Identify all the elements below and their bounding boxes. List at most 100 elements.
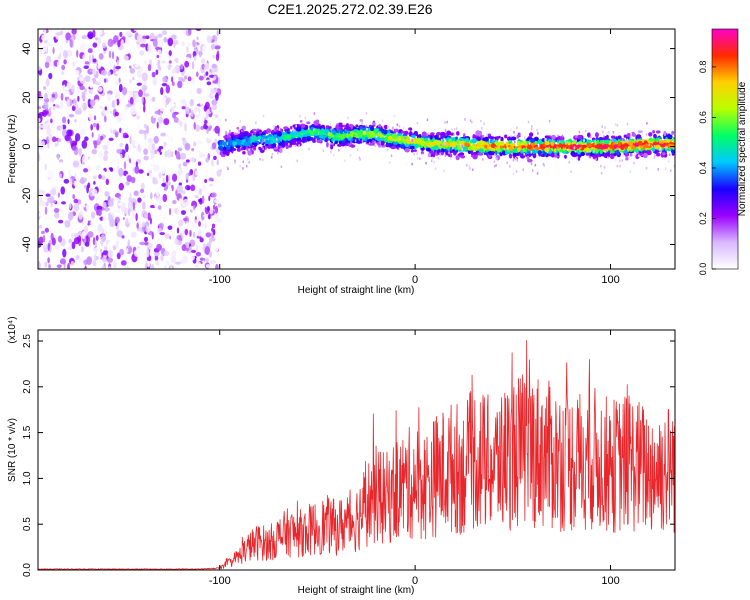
noise-blob bbox=[151, 143, 156, 151]
y-tick-label: 2.5 bbox=[22, 334, 33, 348]
noise-blob bbox=[46, 127, 52, 135]
noise-blob bbox=[163, 118, 170, 126]
signal-speck bbox=[469, 119, 472, 123]
signal-speck bbox=[313, 112, 316, 115]
signal-speck bbox=[543, 164, 545, 167]
signal-speck bbox=[615, 158, 617, 162]
signal-speck bbox=[530, 125, 533, 128]
noise-blob bbox=[106, 93, 112, 102]
signal-blob bbox=[338, 124, 344, 128]
noise-blob bbox=[176, 227, 180, 234]
noise-blob bbox=[41, 123, 48, 130]
signal-speck bbox=[593, 150, 595, 153]
noise-blob bbox=[171, 81, 175, 86]
noise-blob bbox=[38, 106, 42, 110]
noise-blob bbox=[130, 231, 137, 238]
noise-blob bbox=[51, 136, 57, 143]
noise-blob bbox=[38, 96, 44, 105]
noise-blob bbox=[39, 200, 45, 207]
noise-blob bbox=[60, 186, 66, 195]
noise-blob bbox=[43, 86, 47, 90]
signal-blob bbox=[655, 137, 661, 142]
signal-blob bbox=[449, 141, 454, 147]
noise-blob bbox=[127, 201, 133, 211]
signal-speck bbox=[601, 125, 603, 128]
noise-blob bbox=[143, 165, 147, 172]
signal-speck bbox=[627, 139, 630, 143]
noise-blob bbox=[157, 205, 162, 210]
signal-blob bbox=[247, 146, 251, 149]
signal-speck bbox=[548, 119, 551, 123]
noise-blob bbox=[138, 89, 143, 98]
noise-blob bbox=[162, 193, 168, 203]
signal-speck bbox=[226, 142, 229, 145]
noise-blob bbox=[82, 154, 89, 163]
signal-speck bbox=[449, 157, 452, 160]
noise-blob bbox=[195, 170, 198, 176]
signal-speck bbox=[344, 145, 347, 149]
signal-speck bbox=[298, 144, 300, 147]
signal-speck bbox=[634, 153, 636, 157]
noise-blob bbox=[209, 208, 214, 215]
signal-speck bbox=[646, 122, 648, 125]
noise-blob bbox=[63, 178, 70, 184]
noise-blob bbox=[213, 244, 219, 253]
snr-x-label: Height of straight line (km) bbox=[298, 585, 415, 596]
noise-blob bbox=[107, 242, 111, 249]
signal-speck bbox=[633, 161, 635, 165]
noise-blob bbox=[156, 121, 159, 129]
noise-blob bbox=[65, 32, 71, 41]
signal-speck bbox=[565, 142, 567, 145]
noise-blob bbox=[71, 175, 74, 185]
noise-blob bbox=[126, 175, 133, 183]
noise-blob bbox=[96, 205, 103, 211]
signal-speck bbox=[387, 125, 389, 129]
signal-speck bbox=[556, 134, 559, 138]
noise-blob bbox=[143, 104, 146, 113]
noise-blob bbox=[97, 86, 103, 92]
signal-blob bbox=[298, 133, 302, 137]
signal-blob bbox=[261, 136, 265, 143]
noise-blob bbox=[162, 76, 168, 83]
signal-speck bbox=[630, 132, 633, 136]
noise-blob bbox=[196, 87, 202, 95]
noise-blob bbox=[195, 29, 202, 32]
noise-blob bbox=[138, 129, 145, 135]
signal-speck bbox=[295, 124, 297, 128]
signal-speck bbox=[242, 167, 244, 170]
noise-blob bbox=[119, 153, 123, 159]
signal-speck bbox=[600, 171, 603, 175]
signal-speck bbox=[288, 142, 290, 146]
signal-speck bbox=[439, 153, 442, 157]
signal-blob bbox=[332, 130, 337, 135]
signal-speck bbox=[246, 164, 248, 168]
signal-blob bbox=[437, 140, 441, 143]
signal-blob bbox=[421, 143, 425, 147]
noise-blob bbox=[178, 167, 183, 176]
noise-blob bbox=[49, 97, 55, 103]
signal-speck bbox=[443, 142, 446, 146]
signal-speck bbox=[530, 162, 533, 166]
noise-blob bbox=[213, 155, 217, 161]
noise-blob bbox=[164, 233, 170, 239]
noise-blob bbox=[192, 204, 196, 211]
signal-speck bbox=[262, 147, 264, 151]
snr-frame bbox=[37, 329, 676, 571]
signal-blob bbox=[630, 145, 634, 149]
signal-blob bbox=[349, 141, 353, 146]
noise-blob bbox=[113, 155, 120, 163]
noise-blob bbox=[104, 150, 109, 156]
noise-blob bbox=[56, 264, 62, 269]
signal-blob bbox=[258, 129, 262, 133]
signal-blob bbox=[579, 146, 582, 150]
signal-speck bbox=[472, 168, 474, 171]
signal-speck bbox=[365, 112, 368, 115]
noise-blob bbox=[84, 265, 87, 269]
signal-blob bbox=[223, 135, 227, 139]
noise-blob bbox=[88, 54, 92, 64]
signal-blob bbox=[402, 140, 408, 145]
signal-speck bbox=[528, 142, 531, 145]
noise-blob bbox=[161, 30, 168, 36]
signal-blob bbox=[350, 144, 356, 148]
noise-blob bbox=[189, 229, 192, 237]
